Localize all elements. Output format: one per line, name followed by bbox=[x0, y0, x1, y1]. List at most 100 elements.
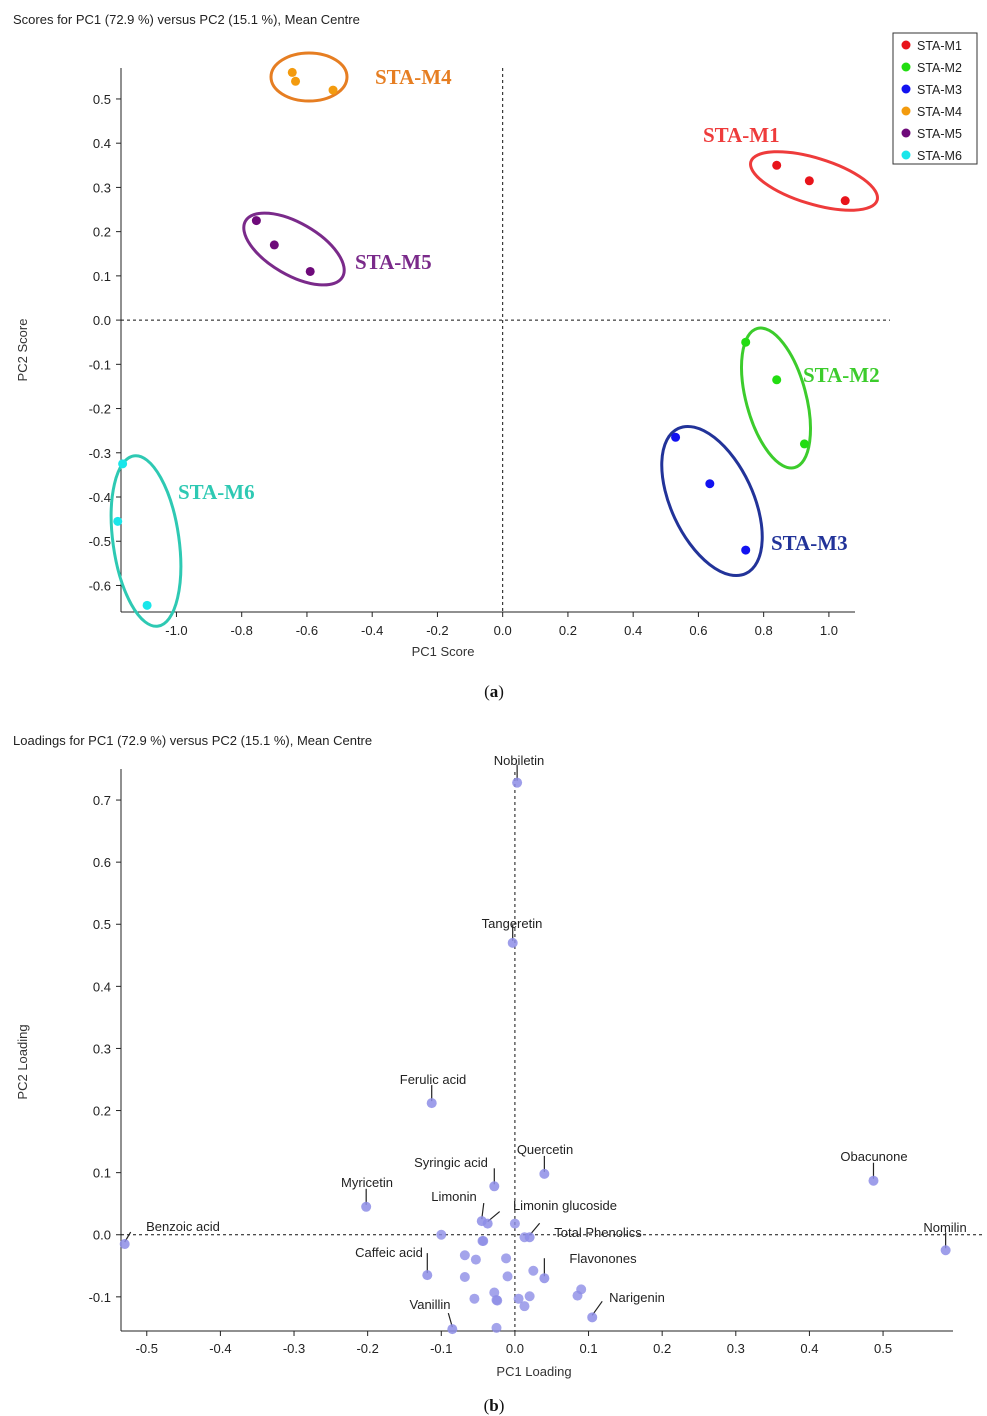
loading-point bbox=[491, 1322, 502, 1333]
sta-m5-cluster-label: STA-M5 bbox=[355, 250, 432, 274]
legend-label-sta-m6: STA-M6 bbox=[917, 149, 962, 163]
scores-y-tick-label: 0.2 bbox=[93, 225, 111, 240]
sta-m2-point bbox=[799, 439, 809, 449]
loadings-y-tick-label: 0.1 bbox=[93, 1166, 111, 1181]
loading-obacunone: Obacunone bbox=[840, 1149, 908, 1186]
scores-x-tick-label: 0.4 bbox=[624, 623, 642, 638]
loading-point bbox=[509, 1218, 520, 1229]
loadings-x-tick-label: -0.1 bbox=[430, 1341, 452, 1356]
loadings-x-axis-label: PC1 Loading bbox=[496, 1364, 571, 1379]
scores-x-axis-label: PC1 Score bbox=[412, 644, 475, 659]
loadings-y-tick-label: 0.7 bbox=[93, 793, 111, 808]
scores-y-tick-label: 0.4 bbox=[93, 136, 111, 151]
loading-syringic-acid: Syringic acid bbox=[414, 1155, 500, 1192]
loadings-labeled-points: Nobiletin Tangeretin Ferulic acid Quercetin… bbox=[119, 753, 967, 1335]
series-sta-m1: STA-M1 bbox=[703, 123, 879, 212]
loading-point bbox=[502, 1271, 513, 1282]
sta-m3-cluster-ellipse bbox=[660, 424, 764, 578]
sta-m1-cluster-label: STA-M1 bbox=[703, 123, 780, 147]
loading-caffeic-acid: Caffeic acid bbox=[355, 1245, 433, 1281]
loading-total-phenolics: Total Phenolics bbox=[524, 1222, 642, 1243]
loadings-x-tick-label: 0.1 bbox=[580, 1341, 598, 1356]
sta-m1-point bbox=[840, 196, 850, 206]
sta-m6-cluster-label: STA-M6 bbox=[178, 480, 255, 504]
loading-tangeretin-label: Tangeretin bbox=[482, 916, 543, 931]
loading-ferulic-acid: Ferulic acid bbox=[400, 1072, 466, 1109]
loading-point bbox=[513, 1293, 524, 1304]
scores-x-tick-label: 1.0 bbox=[820, 623, 838, 638]
loading-flavonones-point bbox=[539, 1273, 550, 1284]
scores-x-tick-label: -0.2 bbox=[426, 623, 448, 638]
series-sta-m5: STA-M5 bbox=[242, 211, 432, 287]
scores-y-tick-label: 0.0 bbox=[93, 313, 111, 328]
scores-x-tick-label: 0.6 bbox=[689, 623, 707, 638]
loadings-x-tick-label: -0.3 bbox=[283, 1341, 305, 1356]
loadings-x-tick-label: 0.3 bbox=[727, 1341, 745, 1356]
scores-x-tick-label: 0.0 bbox=[494, 623, 512, 638]
sta-m5-point bbox=[251, 216, 261, 226]
sta-m3-point bbox=[671, 432, 681, 442]
loading-ferulic-acid-point bbox=[426, 1098, 437, 1109]
loading-benzoic-acid-label: Benzoic acid bbox=[146, 1219, 220, 1234]
loading-point bbox=[469, 1293, 480, 1304]
legend-label-sta-m5: STA-M5 bbox=[917, 127, 962, 141]
loading-quercetin-label: Quercetin bbox=[517, 1142, 573, 1157]
loadings-y-tick-label: 0.0 bbox=[93, 1228, 111, 1243]
series-sta-m6: STA-M6 bbox=[109, 454, 255, 628]
sta-m4-cluster-label: STA-M4 bbox=[375, 65, 452, 89]
scores-x-tick-label: -0.8 bbox=[230, 623, 252, 638]
loading-point bbox=[459, 1271, 470, 1282]
loading-syringic-acid-label: Syringic acid bbox=[414, 1155, 488, 1170]
series-sta-m3: STA-M3 bbox=[660, 424, 848, 578]
loading-myricetin-label: Myricetin bbox=[341, 1175, 393, 1190]
legend-marker-sta-m6 bbox=[901, 150, 911, 160]
sta-m3-cluster-label: STA-M3 bbox=[771, 531, 848, 555]
sta-m4-cluster-ellipse bbox=[269, 51, 349, 103]
sta-m4-point bbox=[287, 67, 297, 77]
loading-point bbox=[470, 1254, 481, 1265]
scores-x-tick-label: -1.0 bbox=[165, 623, 187, 638]
scores-x-tick-label: -0.4 bbox=[361, 623, 383, 638]
sta-m6-point bbox=[113, 516, 123, 526]
loading-limonin: Limonin bbox=[431, 1189, 487, 1227]
sta-m1-cluster-ellipse bbox=[749, 150, 879, 212]
loading-narigenin: Narigenin bbox=[587, 1290, 665, 1323]
loadings-x-tick-label: 0.2 bbox=[653, 1341, 671, 1356]
loadings-y-tick-label: 0.6 bbox=[93, 855, 111, 870]
scores-y-tick-label: 0.5 bbox=[93, 92, 111, 107]
loading-total-phenolics-label: Total Phenolics bbox=[554, 1225, 642, 1240]
sta-m6-cluster-ellipse bbox=[109, 454, 183, 628]
sta-m5-cluster-ellipse bbox=[242, 211, 346, 287]
loading-vanillin-label: Vanillin bbox=[410, 1297, 451, 1312]
loading-myricetin: Myricetin bbox=[341, 1175, 393, 1212]
scores-y-tick-label: -0.4 bbox=[89, 490, 111, 505]
legend: STA-M1 STA-M2 STA-M3 STA-M4 STA-M5 STA-M6 bbox=[892, 32, 978, 165]
loadings-y-tick-label: 0.2 bbox=[93, 1104, 111, 1119]
loading-point bbox=[459, 1250, 470, 1261]
loadings-chart-title: Loadings for PC1 (72.9 %) versus PC2 (15… bbox=[13, 733, 372, 748]
loading-syringic-acid-point bbox=[489, 1181, 500, 1192]
loading-nobiletin: Nobiletin bbox=[494, 753, 544, 788]
legend-label-sta-m1: STA-M1 bbox=[917, 39, 962, 53]
loadings-y-tick-label: -0.1 bbox=[89, 1290, 111, 1305]
loading-point bbox=[528, 1265, 539, 1276]
loadings-x-tick-label: 0.4 bbox=[800, 1341, 818, 1356]
sta-m1-point bbox=[772, 160, 782, 170]
loading-obacunone-point bbox=[868, 1175, 879, 1186]
loading-flavonones: Flavonones bbox=[539, 1251, 637, 1284]
panel-label-b: (b) bbox=[484, 1396, 505, 1415]
loading-point bbox=[519, 1301, 530, 1312]
scores-y-tick-label: 0.1 bbox=[93, 269, 111, 284]
loading-point bbox=[436, 1229, 447, 1240]
loading-point bbox=[477, 1235, 488, 1246]
series-sta-m2: STA-M2 bbox=[740, 326, 880, 470]
sta-m2-point bbox=[741, 337, 751, 347]
sta-m2-cluster-label: STA-M2 bbox=[803, 363, 880, 387]
loading-point bbox=[524, 1291, 535, 1302]
loadings-plot: Loadings for PC1 (72.9 %) versus PC2 (15… bbox=[13, 733, 985, 1415]
legend-marker-sta-m3 bbox=[901, 84, 911, 94]
loading-ferulic-acid-label: Ferulic acid bbox=[400, 1072, 466, 1087]
loading-vanillin-point bbox=[447, 1324, 458, 1335]
loadings-unlabeled-points bbox=[436, 1218, 587, 1333]
